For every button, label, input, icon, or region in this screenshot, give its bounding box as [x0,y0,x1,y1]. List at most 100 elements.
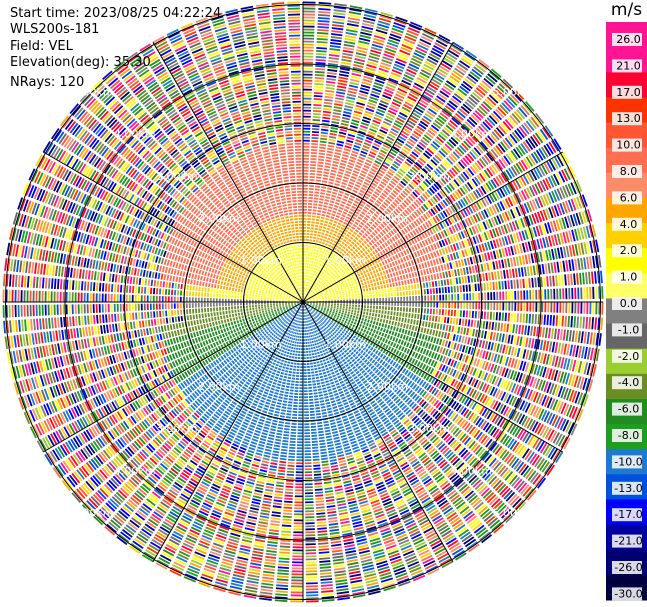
velocity-gate [407,380,413,386]
velocity-gate [340,248,345,252]
velocity-gate [446,512,457,520]
velocity-gate [393,396,399,402]
velocity-gate [343,148,351,152]
velocity-gate [430,322,434,329]
velocity-gate [323,171,330,175]
velocity-gate [316,291,319,294]
velocity-gate [447,217,453,225]
velocity-gate [475,127,485,137]
velocity-gate [317,262,320,266]
velocity-gate [319,299,321,301]
velocity-gate [323,236,328,239]
velocity-gate [459,531,471,540]
velocity-gate [539,366,544,377]
velocity-gate [484,292,487,301]
velocity-gate [384,339,389,344]
velocity-gate [574,258,578,271]
velocity-gate [373,361,378,366]
velocity-gate [311,267,314,270]
velocity-gate [346,366,351,370]
velocity-gate [400,443,408,450]
velocity-gate [351,307,354,310]
velocity-gate [450,425,458,434]
velocity-gate [342,211,348,215]
velocity-gate [384,210,390,216]
velocity-gate [327,297,330,300]
velocity-gate [315,316,318,319]
velocity-gate [342,153,349,158]
velocity-gate [478,125,487,135]
velocity-gate [501,419,509,430]
velocity-gate [303,118,311,121]
velocity-gate [435,258,440,265]
velocity-gate [601,286,604,299]
velocity-gate [386,185,393,191]
velocity-gate [332,223,337,227]
velocity-gate [385,47,397,54]
velocity-gate [381,431,389,437]
velocity-gate [409,215,414,221]
velocity-gate [432,140,441,148]
velocity-gate [438,249,443,256]
velocity-gate [326,190,332,194]
velocity-gate [346,257,350,261]
velocity-gate [453,521,464,530]
velocity-gate [457,302,460,309]
velocity-gate [325,312,328,315]
velocity-gate [312,254,315,258]
velocity-gate [427,237,432,244]
velocity-gate [432,514,443,522]
velocity-gate [451,389,457,397]
velocity-gate [337,288,341,291]
velocity-gate [438,257,442,264]
velocity-gate [582,377,588,391]
velocity-gate [345,318,348,322]
velocity-gate [403,302,406,307]
velocity-gate [392,255,396,261]
velocity-gate [478,244,483,253]
velocity-gate [492,239,497,249]
velocity-gate [398,194,404,201]
velocity-gate [316,287,319,289]
velocity-gate [448,270,452,278]
velocity-gate [580,287,583,300]
velocity-gate [358,175,365,180]
velocity-gate [559,418,567,431]
velocity-gate [379,302,382,306]
velocity-gate [431,185,438,193]
velocity-gate [339,329,342,332]
velocity-gate [312,310,315,313]
velocity-gate [476,380,482,389]
velocity-gate [528,313,532,324]
velocity-gate [396,265,400,270]
velocity-gate [326,150,334,154]
velocity-gate [350,312,353,315]
velocity-gate [380,414,387,420]
velocity-gate [589,347,594,361]
velocity-gate [349,5,363,10]
velocity-gate [316,322,319,325]
velocity-gate [319,250,322,254]
velocity-gate [350,78,360,83]
velocity-gate [438,499,448,508]
velocity-gate [314,246,318,249]
velocity-gate [514,427,522,438]
velocity-gate [312,298,315,300]
velocity-gate [489,133,498,143]
velocity-gate [363,292,366,295]
velocity-gate [407,27,420,34]
velocity-gate [480,141,489,150]
velocity-gate [527,470,537,482]
velocity-gate [409,440,417,447]
velocity-gate [387,109,397,116]
velocity-gate [317,25,330,29]
velocity-gate [398,182,405,189]
velocity-gate [380,223,385,228]
velocity-gate [378,412,385,418]
velocity-gate [346,347,350,351]
velocity-gate [388,297,391,302]
velocity-gate [379,64,390,70]
velocity-gate [345,248,349,252]
velocity-gate [381,59,393,65]
velocity-gate [339,316,343,319]
